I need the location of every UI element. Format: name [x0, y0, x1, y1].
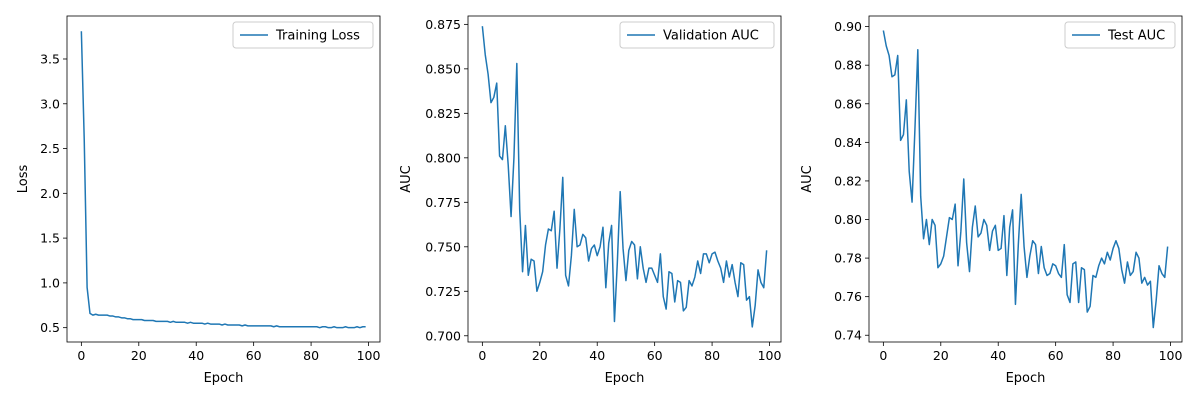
- y-tick-label: 0.82: [834, 173, 862, 188]
- y-axis-label: AUC: [399, 165, 414, 193]
- x-tick-label: 40: [990, 348, 1006, 363]
- legend: Training Loss: [232, 21, 374, 49]
- x-axis-label: Epoch: [204, 371, 244, 386]
- x-tick-label: 100: [357, 348, 381, 363]
- legend-label: Test AUC: [1107, 29, 1165, 44]
- legend-label: Training Loss: [275, 29, 360, 44]
- y-tick-label: 0.775: [425, 195, 461, 210]
- x-tick-label: 80: [303, 348, 319, 363]
- y-tick-label: 0.875: [425, 17, 461, 32]
- x-tick-label: 20: [532, 348, 548, 363]
- x-tick-label: 0: [77, 348, 85, 363]
- x-tick-label: 40: [188, 348, 204, 363]
- y-tick-label: 0.5: [40, 320, 60, 335]
- legend: Test AUC: [1064, 21, 1176, 49]
- x-tick-label: 80: [704, 348, 720, 363]
- legend-label: Validation AUC: [663, 29, 759, 44]
- y-tick-label: 0.800: [425, 150, 461, 165]
- x-tick-label: 20: [131, 348, 147, 363]
- y-tick-label: 0.76: [834, 289, 862, 304]
- x-tick-label: 100: [758, 348, 782, 363]
- y-tick-label: 1.5: [40, 231, 60, 246]
- y-tick-label: 0.86: [834, 96, 862, 111]
- subplot-3: 0 20 40 60 80 100 0.74 0.76 0.78 0.80 0.82 0.84 0.86…: [800, 15, 1183, 386]
- axes-frame: [467, 15, 782, 343]
- y-tick-label: 3.0: [40, 96, 60, 111]
- axes-frame: [868, 15, 1183, 343]
- x-tick-label: 40: [589, 348, 605, 363]
- subplot-2: 0 20 40 60 80 100 0.700 0.725 0.750 0.775 0.800 0.8…: [399, 15, 782, 386]
- y-tick-label: 0.700: [425, 328, 461, 343]
- series-line-1: [80, 31, 366, 329]
- x-tick-label: 60: [647, 348, 663, 363]
- y-tick-label: 0.90: [834, 19, 862, 34]
- y-tick-label: 0.88: [834, 58, 862, 73]
- x-tick-label: 100: [1159, 348, 1183, 363]
- x-axis-label: Epoch: [1006, 371, 1046, 386]
- y-tick-label: 0.80: [834, 212, 862, 227]
- y-tick-label: 0.84: [834, 135, 862, 150]
- legend-box: [1064, 21, 1176, 49]
- legend-box: [232, 21, 374, 49]
- subplot-1: 0 20 40 60 80 100 0.5 1.0 1.5 2.0 2.5 3.0 3.5 Epoch Lo…: [16, 15, 381, 386]
- legend: Validation AUC: [619, 21, 775, 49]
- y-tick-label: 1.0: [40, 275, 60, 290]
- x-tick-label: 80: [1105, 348, 1121, 363]
- x-tick-label: 0: [478, 348, 486, 363]
- y-tick-label: 0.725: [425, 284, 461, 299]
- y-tick-label: 0.850: [425, 61, 461, 76]
- y-tick-label: 0.750: [425, 239, 461, 254]
- x-tick-label: 0: [879, 348, 887, 363]
- y-tick-label: 2.5: [40, 141, 60, 156]
- x-tick-label: 60: [1048, 348, 1064, 363]
- x-axis-label: Epoch: [605, 371, 645, 386]
- legend-box: [619, 21, 775, 49]
- y-tick-label: 3.5: [40, 51, 60, 66]
- y-tick-label: 2.0: [40, 186, 60, 201]
- y-axis-label: Loss: [16, 165, 31, 194]
- axes-frame: [66, 15, 381, 343]
- y-tick-label: 0.825: [425, 106, 461, 121]
- x-tick-label: 60: [246, 348, 262, 363]
- x-tick-label: 20: [933, 348, 949, 363]
- y-axis-label: AUC: [800, 165, 815, 193]
- series-line-1: [481, 26, 768, 328]
- y-tick-label: 0.78: [834, 251, 862, 266]
- y-tick-label: 0.74: [834, 328, 862, 343]
- series-line-1: [882, 30, 1169, 329]
